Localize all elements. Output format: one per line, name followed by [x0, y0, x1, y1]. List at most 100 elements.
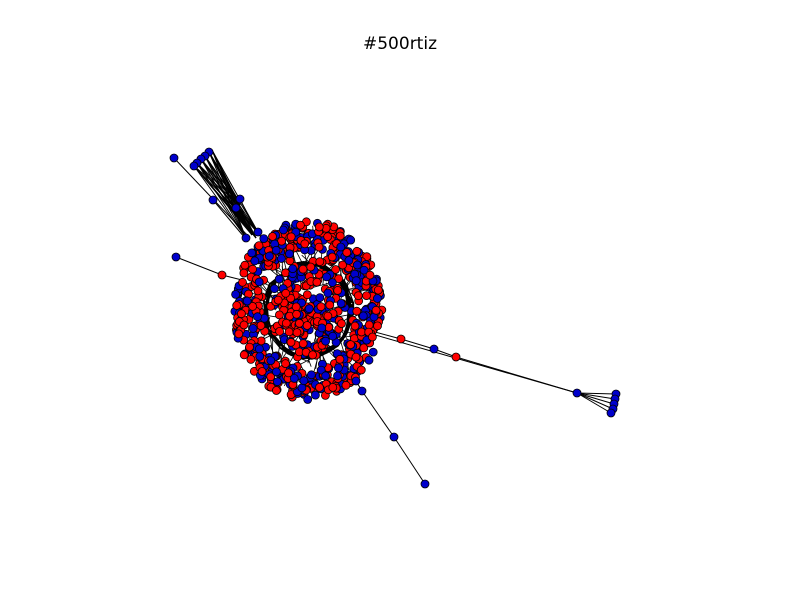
peripheral-node-blue [189, 161, 199, 171]
peripheral-node-blue [420, 479, 430, 489]
graph-node-blue [364, 355, 374, 365]
peripheral-node-blue [572, 388, 582, 398]
peripheral-node-blue [351, 376, 361, 386]
graph-node-blue [323, 288, 333, 298]
graph-node-blue [266, 356, 276, 366]
graph-node-blue [351, 276, 361, 286]
graph-node-red [316, 302, 326, 312]
graph-node-red [236, 309, 246, 319]
graph-node-blue [299, 376, 309, 386]
graph-node-red [240, 260, 250, 270]
graph-node-red [306, 262, 316, 272]
graph-node-blue [259, 234, 269, 244]
graph-node-red [342, 248, 352, 257]
graph-node-blue [247, 248, 257, 258]
graph-node-blue [254, 344, 264, 354]
graph-node-blue [336, 242, 346, 252]
graph-node-red [245, 342, 254, 352]
branch-edge [204, 155, 259, 233]
branch-edge [576, 392, 615, 405]
graph-node-red [286, 232, 296, 242]
graph-node-red [271, 386, 281, 395]
graph-node-red [323, 311, 333, 321]
graph-node-red [333, 285, 343, 295]
graph-node-blue [333, 371, 342, 381]
graph-node-red [364, 320, 374, 330]
graph-node-blue [321, 371, 331, 381]
edge-layer [173, 149, 617, 485]
graph-node-blue [303, 395, 313, 404]
graph-node-red [246, 354, 256, 364]
graph-node-red [291, 302, 301, 312]
graph-node-red [275, 326, 285, 336]
graph-node-red [352, 306, 362, 316]
graph-node-blue [346, 235, 356, 245]
graph-node-red [346, 340, 356, 350]
graph-node-red [325, 300, 335, 310]
core-edge [313, 282, 329, 288]
branch-edge [196, 162, 259, 233]
graph-node-blue [271, 245, 281, 255]
graph-node-red [300, 239, 310, 249]
peripheral-node-red [451, 352, 461, 362]
graph-node-red [351, 352, 361, 362]
peripheral-node-blue [357, 386, 367, 396]
graph-node-blue [285, 249, 294, 259]
graph-node-red [292, 309, 302, 319]
graph-node-blue [288, 264, 298, 274]
graph-node-red [352, 246, 362, 256]
graph-node-blue [269, 284, 279, 294]
graph-node-red [341, 380, 351, 390]
graph-node-blue [315, 293, 325, 303]
graph-title: #500rtiz [363, 34, 437, 54]
graph-node-red [268, 232, 277, 241]
graph-node-blue [242, 296, 252, 306]
branch-edge [193, 165, 241, 206]
graph-node-red [234, 329, 244, 339]
branch-edge [361, 390, 395, 438]
branch-edge [204, 155, 247, 239]
graph-node-red [302, 290, 312, 300]
graph-node-red [335, 354, 345, 364]
graph-node-blue [344, 256, 354, 265]
graph-node-red [295, 220, 305, 230]
peripheral-node-red [217, 270, 227, 280]
graph-node-red [232, 301, 242, 310]
graph-node-red [314, 222, 324, 232]
graph-node-red [308, 350, 318, 360]
graph-node-red [328, 382, 338, 392]
graph-node-red [298, 339, 308, 349]
peripheral-node-blue [231, 203, 241, 213]
graph-node-blue [272, 377, 282, 387]
branch-edge [576, 392, 617, 395]
graph-node-blue [321, 336, 331, 346]
graph-node-red [373, 285, 383, 295]
peripheral-node-blue [169, 153, 179, 163]
graph-node-red [284, 327, 294, 337]
peripheral-node-blue [389, 432, 399, 442]
graph-node-blue [250, 256, 260, 266]
graph-node-red [357, 327, 366, 337]
graph-node-blue [248, 323, 258, 333]
graph-node-red [239, 320, 249, 330]
branch-edge [193, 165, 257, 239]
graph-node-blue [328, 331, 338, 341]
peripheral-node-blue [253, 227, 263, 237]
graph-node-blue [264, 251, 274, 261]
peripheral-node-red [350, 321, 360, 331]
graph-node-red [286, 337, 296, 347]
graph-node-blue [372, 294, 382, 303]
core-edge [347, 283, 349, 300]
graph-node-red [254, 241, 264, 251]
branch-edge [193, 165, 247, 239]
graph-node-blue [253, 312, 262, 322]
graph-node-blue [322, 272, 332, 282]
graph-node-red [294, 318, 304, 328]
graph-node-red [253, 286, 263, 296]
peripheral-node-blue [171, 252, 181, 262]
graph-node-red [365, 270, 375, 280]
peripheral-node-red [396, 334, 406, 344]
graph-node-red [298, 264, 308, 274]
branch-edge [400, 338, 435, 350]
